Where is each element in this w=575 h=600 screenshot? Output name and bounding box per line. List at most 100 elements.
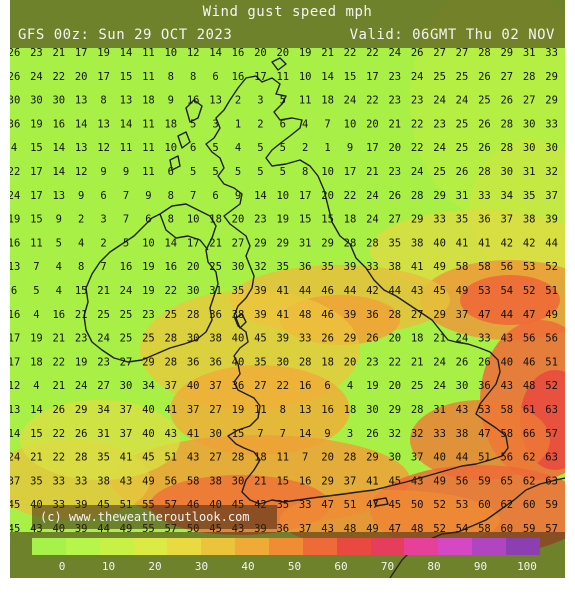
gust-value: 10 <box>299 71 312 83</box>
legend-tick: 90 <box>473 560 488 573</box>
gust-value: 39 <box>344 309 357 321</box>
gust-value: 14 <box>254 190 267 202</box>
gust-value: 9 <box>235 190 241 202</box>
gust-value: 30 <box>232 475 245 487</box>
gust-value: 25 <box>209 261 222 273</box>
gust-value: 26 <box>75 428 88 440</box>
gust-value: 9 <box>324 428 330 440</box>
gust-value: 58 <box>500 428 513 440</box>
gust-value: 25 <box>456 142 469 154</box>
gust-value: 28 <box>344 237 357 249</box>
gust-value: 53 <box>478 404 491 416</box>
gust-value: 28 <box>388 309 401 321</box>
gust-value: 56 <box>164 475 177 487</box>
gust-value: 14 <box>52 142 65 154</box>
gust-value: 2 <box>257 118 263 130</box>
gust-value: 21 <box>52 380 65 392</box>
map-canvas: 26 23 21 17 19 14 11 10 12 14 16 20 20 19 21 22 22 24 26 27… <box>10 0 565 578</box>
gust-value: 6 <box>212 71 218 83</box>
gust-value: 15 <box>232 428 245 440</box>
gust-value: 18 <box>142 95 155 107</box>
gust-value: 9 <box>78 190 84 202</box>
gust-value: 17 <box>30 166 43 178</box>
gust-value: 58 <box>187 475 200 487</box>
gust-value: 59 <box>545 499 558 511</box>
gust-value: 19 <box>276 214 289 226</box>
gust-value: 14 <box>299 428 312 440</box>
gust-value: 38 <box>209 333 222 345</box>
gust-value: 25 <box>478 95 491 107</box>
gust-value: 49 <box>456 285 469 297</box>
gust-value: 17 <box>344 166 357 178</box>
gust-value: 19 <box>232 404 245 416</box>
gust-value: 21 <box>411 356 424 368</box>
gust-value: 9 <box>123 166 129 178</box>
gust-value: 23 <box>30 47 43 59</box>
gust-value: 20 <box>388 333 401 345</box>
gust-value: 28 <box>411 190 424 202</box>
gust-value: 21 <box>30 452 43 464</box>
gust-value: 12 <box>75 166 88 178</box>
gust-value: 11 <box>276 452 289 464</box>
gust-value: 18 <box>164 118 177 130</box>
gust-value: 2 <box>302 142 308 154</box>
gust-value: 33 <box>75 475 88 487</box>
gust-value: 35 <box>232 285 245 297</box>
gust-value: 13 <box>97 118 110 130</box>
gust-value: 32 <box>411 428 424 440</box>
gust-value: 28 <box>232 452 245 464</box>
gust-value: 30 <box>366 404 379 416</box>
gust-value: 63 <box>545 475 558 487</box>
gust-value: 28 <box>478 166 491 178</box>
gust-value: 23 <box>433 118 446 130</box>
gust-value: 52 <box>545 261 558 273</box>
gust-value: 8 <box>280 404 286 416</box>
gust-value: 26 <box>10 71 20 83</box>
gust-value: 47 <box>321 499 334 511</box>
gust-value: 16 <box>52 309 65 321</box>
legend-color-step <box>404 538 439 555</box>
gust-value: 5 <box>190 166 196 178</box>
gust-value: 20 <box>187 261 200 273</box>
gust-value: 24 <box>344 95 357 107</box>
gust-value: 2 <box>78 214 84 226</box>
gust-value: 37 <box>120 428 133 440</box>
gust-value: 41 <box>411 261 424 273</box>
gust-value: 15 <box>75 285 88 297</box>
gust-value: 38 <box>388 261 401 273</box>
gust-value: 7 <box>257 428 263 440</box>
gust-value: 5 <box>123 237 129 249</box>
gust-value: 24 <box>433 95 446 107</box>
isle-of-man <box>235 313 247 329</box>
gust-value: 33 <box>545 118 558 130</box>
gust-value: 23 <box>97 356 110 368</box>
gust-value: 7 <box>123 214 129 226</box>
gust-value: 49 <box>142 475 155 487</box>
gust-value: 36 <box>299 261 312 273</box>
gust-value: 7 <box>123 190 129 202</box>
gust-value: 22 <box>52 452 65 464</box>
gust-value: 28 <box>411 404 424 416</box>
gust-value: 30 <box>545 142 558 154</box>
gust-value: 27 <box>120 356 133 368</box>
gust-value: 40 <box>433 237 446 249</box>
gust-value: 28 <box>500 118 513 130</box>
gust-value: 3 <box>257 95 263 107</box>
gust-value: 18 <box>344 404 357 416</box>
gust-value: 36 <box>209 356 222 368</box>
gust-value: 21 <box>209 237 222 249</box>
gust-value: 21 <box>75 309 88 321</box>
gust-value: 49 <box>433 261 446 273</box>
gust-value: 57 <box>545 428 558 440</box>
gust-value: 5 <box>56 237 62 249</box>
gust-value: 18 <box>254 452 267 464</box>
gust-value: 28 <box>75 452 88 464</box>
gust-value: 9 <box>145 190 151 202</box>
gust-value: 37 <box>500 214 513 226</box>
gust-value: 30 <box>232 261 245 273</box>
gust-value: 4 <box>347 380 353 392</box>
gust-value: 33 <box>52 475 65 487</box>
gust-value: 30 <box>523 142 536 154</box>
gust-value: 4 <box>235 142 241 154</box>
gust-value: 37 <box>209 380 222 392</box>
